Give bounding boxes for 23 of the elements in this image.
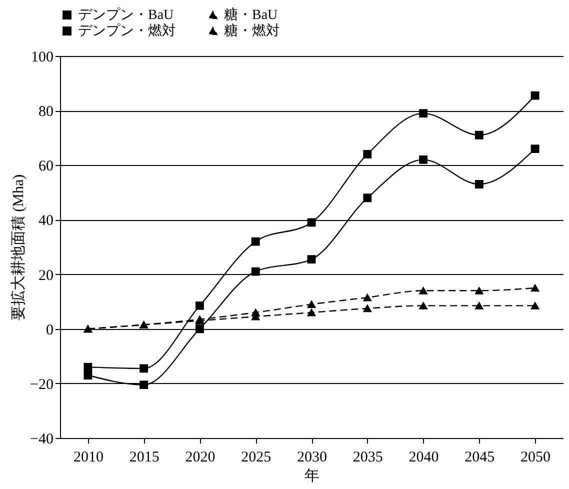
legend-label: 糖・燃対: [224, 23, 280, 39]
y-tick-label: 0: [46, 322, 54, 338]
y-tick-label: −20: [30, 376, 54, 393]
x-tick-label: 2045: [464, 450, 495, 466]
y-tick-label: 100: [31, 50, 54, 66]
y-tick-label: 80: [38, 104, 54, 120]
x-tick-label: 2035: [352, 450, 383, 466]
legend-label: デンプン・BaU: [78, 7, 174, 23]
x-tick-label: 2025: [241, 450, 272, 466]
y-tick-label: 40: [38, 213, 54, 230]
legend-label: 糖・BaU: [224, 7, 278, 23]
x-tick-label: 2040: [408, 450, 439, 466]
y-axis-title: 要拡大耕地面積 (Mha): [10, 174, 28, 321]
x-tick-label: 2020: [185, 450, 216, 466]
y-tick-label: −40: [30, 432, 54, 448]
x-tick-label: 2010: [73, 450, 104, 466]
legend-label: デンプン・燃対: [78, 23, 176, 39]
x-axis-title: 年: [304, 468, 320, 484]
x-tick-label: 2015: [129, 450, 160, 466]
y-tick-label: 20: [38, 268, 54, 284]
x-tick-label: 2030: [297, 450, 327, 466]
y-tick-label: 60: [38, 158, 54, 175]
x-tick-label: 2050: [520, 450, 551, 466]
